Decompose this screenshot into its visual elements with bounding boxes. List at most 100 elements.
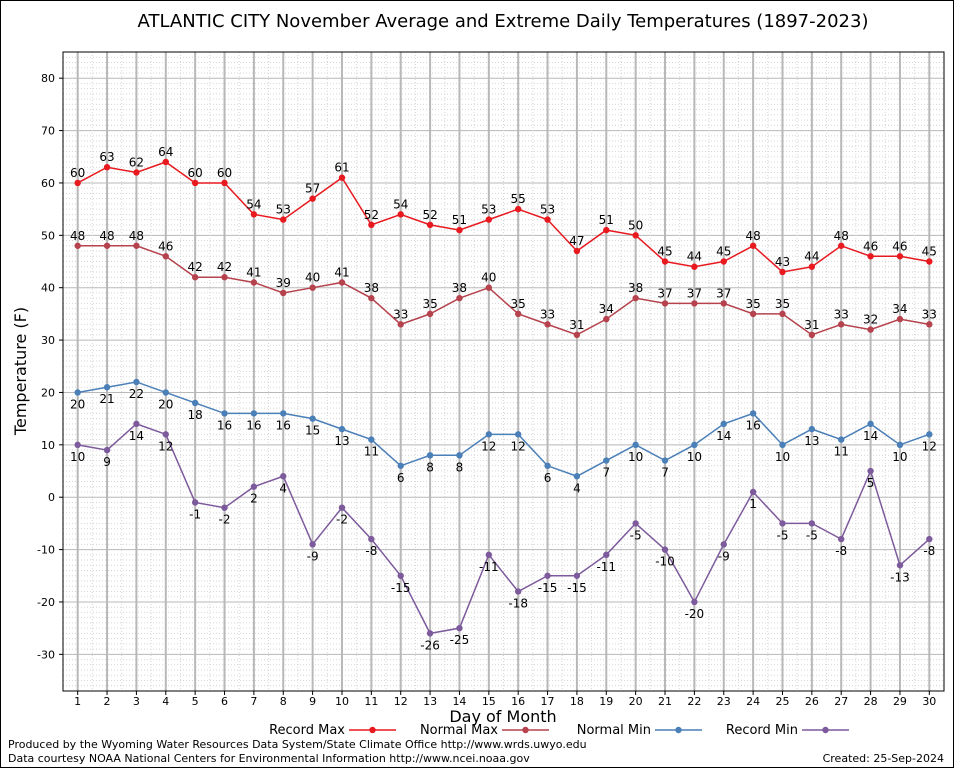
x-tick-label: 21: [658, 695, 672, 708]
data-point: [74, 242, 81, 249]
data-label: -8: [923, 544, 935, 558]
data-label: 8: [456, 460, 464, 474]
data-point: [632, 232, 639, 239]
data-point: [691, 441, 698, 449]
data-label: -15: [391, 581, 411, 595]
data-label: 60: [188, 166, 203, 180]
data-label: 33: [922, 307, 937, 321]
data-point: [514, 588, 522, 595]
series-line: [77, 423, 930, 635]
data-point: [133, 378, 140, 386]
legend-item: Normal Max: [420, 723, 549, 738]
data-label: -15: [567, 581, 587, 595]
data-point: [808, 331, 816, 339]
y-axis-label: Temperature (F): [11, 307, 30, 436]
x-tick-label: 25: [775, 695, 789, 708]
data-label: 13: [804, 434, 819, 448]
data-point: [191, 499, 199, 506]
data-label: 10: [775, 450, 790, 464]
data-label: 52: [364, 208, 379, 222]
legend-marker: [369, 726, 376, 734]
data-point: [514, 310, 522, 318]
series-record-max: 60 63 62 64 60 60 54 53 57 61 52 54 52 51 53 55 53 47 51 50…: [70, 145, 937, 276]
data-label: 44: [804, 250, 819, 264]
data-point: [632, 441, 639, 449]
data-label: 48: [745, 229, 760, 243]
data-point: [867, 420, 874, 428]
data-point: [162, 389, 169, 396]
data-label: 48: [99, 229, 114, 243]
data-label: 42: [217, 260, 232, 274]
data-point: [926, 258, 933, 265]
data-label: -11: [596, 560, 616, 574]
data-point: [368, 294, 375, 302]
data-label: 4: [279, 481, 287, 495]
data-point: [191, 179, 199, 187]
data-point: [426, 310, 434, 318]
series-normal-min: 20 21 22 20 18 16 16 16 15 13 11 6 8 8 12 12 6 4 7 10 7 10 14 1…: [70, 378, 937, 495]
data-point: [838, 321, 845, 328]
data-point: [838, 535, 845, 543]
data-point: [661, 546, 669, 553]
y-tick-label: -20: [37, 596, 55, 609]
data-point: [720, 258, 727, 265]
data-point: [338, 504, 346, 511]
x-tick-label: 17: [541, 695, 555, 708]
data-label: 64: [158, 145, 173, 159]
data-label: 7: [661, 466, 669, 480]
data-label: 61: [334, 161, 349, 175]
data-label: 33: [540, 307, 555, 321]
data-point: [926, 321, 933, 328]
data-label: 35: [511, 297, 526, 311]
data-point: [779, 310, 786, 318]
data-label: 12: [158, 439, 173, 453]
y-tick-label: 70: [41, 125, 55, 138]
data-label: 32: [863, 313, 878, 327]
legend-label: Normal Min: [577, 723, 651, 738]
x-tick-label: 3: [133, 695, 140, 708]
data-label: 31: [569, 318, 584, 332]
data-point: [221, 410, 228, 417]
data-point: [250, 211, 258, 218]
legend-item: Record Min: [726, 723, 849, 738]
data-point: [808, 520, 816, 527]
data-point: [309, 195, 316, 202]
data-label: 37: [687, 286, 702, 300]
data-point: [485, 431, 493, 438]
x-tick-label: 5: [192, 695, 199, 708]
series-line: [77, 381, 930, 478]
data-label: 35: [775, 297, 790, 311]
data-label: 10: [70, 450, 85, 464]
data-label: 31: [804, 318, 819, 332]
data-label: -5: [776, 528, 788, 542]
data-point: [221, 274, 228, 281]
x-tick-label: 6: [221, 695, 228, 708]
data-label: 11: [364, 445, 379, 459]
data-point: [514, 431, 522, 438]
data-label: 18: [188, 408, 203, 422]
data-point: [426, 221, 434, 229]
data-label: 43: [775, 255, 790, 269]
x-tick-label: 27: [834, 695, 848, 708]
data-label: 6: [544, 471, 552, 485]
data-point: [133, 169, 140, 176]
y-tick-label: -10: [37, 544, 55, 557]
data-label: 62: [129, 155, 144, 169]
data-label: 20: [158, 397, 173, 411]
data-label: 51: [452, 213, 467, 227]
data-label: 33: [834, 307, 849, 321]
data-label: -25: [450, 633, 470, 647]
data-point: [485, 284, 493, 291]
data-label: 16: [276, 418, 291, 432]
data-label: 57: [305, 182, 320, 196]
data-point: [544, 462, 551, 469]
data-label: 4: [573, 481, 581, 495]
plot-area-border: [62, 51, 945, 692]
data-point: [162, 158, 169, 166]
data-label: 2: [250, 492, 258, 506]
x-tick-label: 11: [364, 695, 378, 708]
legend-label: Record Min: [726, 723, 798, 738]
data-label: -18: [508, 596, 528, 610]
data-label: 42: [188, 260, 203, 274]
data-point: [397, 462, 404, 469]
